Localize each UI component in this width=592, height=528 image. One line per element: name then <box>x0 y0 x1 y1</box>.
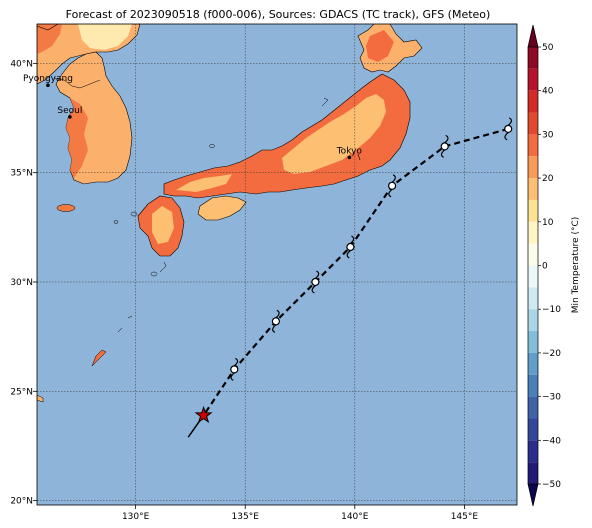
colorbar-tick-label: 40 <box>542 87 554 97</box>
colorbar-band <box>528 156 538 179</box>
colorbar-band <box>528 243 538 266</box>
sado-island <box>321 97 329 107</box>
landmass-china-cool <box>78 24 132 50</box>
landmass-honshu <box>163 73 411 199</box>
yakushima-island <box>150 271 158 277</box>
honshu-mild-west <box>176 174 232 192</box>
typhoon-symbol-icon <box>346 235 355 259</box>
colorbar-tick-label: −20 <box>542 349 561 359</box>
landmass-shikoku <box>197 195 247 221</box>
typhoon-symbol-icon <box>271 309 280 333</box>
city-layer: Pyongyang Seoul Tokyo <box>23 74 363 160</box>
lat-tick-label: 30°N <box>10 278 33 288</box>
goto-island <box>113 220 119 224</box>
colorbar-tick-label: 50 <box>542 43 554 53</box>
land-layer <box>37 24 423 403</box>
korea-border <box>53 77 101 89</box>
colorbar: 50 40 30 20 10 0 −10 −20 −30 −40 −50 <box>527 24 561 507</box>
hokkaido-warm <box>366 30 394 62</box>
colorbar-tick-label: −30 <box>542 393 561 403</box>
tsushima-island <box>130 211 138 217</box>
map-title: Forecast of 2023090518 (f000-006), Sourc… <box>66 8 491 21</box>
colorbar-band <box>528 396 538 419</box>
colorbar-band <box>528 265 538 288</box>
colorbar-band <box>528 178 538 200</box>
colorbar-tick-label: 30 <box>542 130 554 140</box>
typhoon-symbol-icon <box>388 174 397 198</box>
lat-tick-label: 25°N <box>10 387 33 397</box>
lon-tick-label: 130°E <box>122 512 150 522</box>
colorbar-band <box>528 309 538 332</box>
colorbar-band <box>528 418 538 441</box>
kyushu-mild <box>152 206 174 244</box>
colorbar-band <box>528 352 538 375</box>
colorbar-band <box>528 331 538 353</box>
oki-island <box>209 144 215 148</box>
lon-tick-label: 135°E <box>232 512 260 522</box>
colorbar-tick-label: −40 <box>542 436 561 446</box>
colorbar-over-arrow <box>527 24 539 48</box>
shandong-coast <box>37 394 44 403</box>
colorbar-band <box>528 199 538 222</box>
colorbar-band <box>528 90 538 113</box>
map-panel: 130°E 135°E 140°E 145°E 20°N 25°N 30°N 35°N 40°N… <box>10 23 518 522</box>
colorbar-band <box>528 68 538 91</box>
colorbar-tick-label: 10 <box>542 218 554 228</box>
city-marker <box>46 83 50 88</box>
typhoon-symbol-icon <box>504 117 513 141</box>
colorbar-tick-label: −50 <box>542 480 561 490</box>
colorbar-label: Min Temperature (°C) <box>571 217 581 314</box>
amami-island <box>117 327 123 333</box>
tokara-island <box>127 315 133 319</box>
city-marker <box>347 155 352 160</box>
typhoon-symbol-icon <box>230 357 239 381</box>
jeju-island <box>56 204 76 212</box>
map-axes: 130°E 135°E 140°E 145°E 20°N 25°N 30°N 35°N 40°N <box>10 59 478 522</box>
current-position-star-icon <box>194 405 213 424</box>
colorbar-band <box>528 287 538 310</box>
tc-track-layer <box>187 117 513 438</box>
colorbar-band <box>528 221 538 244</box>
track-forecast-line <box>202 127 509 417</box>
tanegashima-island <box>159 261 167 273</box>
city-label: Tokyo <box>336 146 363 156</box>
lat-tick-label: 35°N <box>10 169 33 179</box>
korea-warm-zone <box>66 98 88 178</box>
colorbar-under-arrow <box>527 483 539 507</box>
okinawa-island <box>91 349 107 367</box>
lon-tick-label: 145°E <box>451 512 479 522</box>
colorbar-tick-label: 20 <box>542 174 554 184</box>
graticule <box>37 24 517 505</box>
landmass-china-warm <box>37 24 62 54</box>
typhoon-symbol-icon <box>440 134 449 158</box>
colorbar-tick-label: −10 <box>542 305 561 315</box>
coastline-liaodong <box>37 24 59 31</box>
lat-tick-label: 40°N <box>10 59 33 69</box>
lon-tick-label: 140°E <box>341 512 369 522</box>
colorbar-band <box>528 462 538 484</box>
colorbar-band <box>528 440 538 463</box>
city-label: Pyongyang <box>23 74 73 84</box>
izu-peninsula <box>357 153 361 161</box>
colorbar-tick-label: 0 <box>542 262 548 272</box>
honshu-mild <box>282 94 386 174</box>
map-frame <box>36 23 518 506</box>
colorbar-band <box>528 47 538 69</box>
city-marker <box>68 115 72 119</box>
typhoon-symbol-icon <box>311 270 320 294</box>
colorbar-band <box>528 112 538 135</box>
city-label: Seoul <box>57 106 82 116</box>
colorbar-band <box>528 134 538 157</box>
lat-tick-label: 20°N <box>10 497 33 507</box>
colorbar-band <box>528 374 538 397</box>
